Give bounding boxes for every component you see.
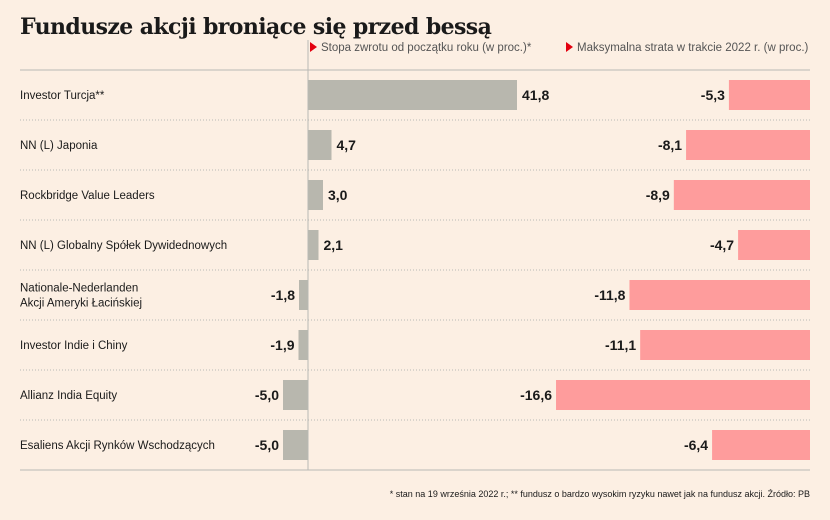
category-label: Esaliens Akcji Rynków Wschodzących [20,440,215,452]
return-bar [283,380,308,410]
return-value-label: -1,9 [270,337,294,353]
loss-value-label: -4,7 [710,237,734,253]
loss-bar [738,230,810,260]
triangle-marker-icon [310,42,317,52]
category-label: Investor Indie i Chiny [20,340,128,352]
loss-bar [673,180,810,210]
loss-value-label: -11,1 [605,337,636,353]
legend-loss-label: Maksymalna strata w trakcie 2022 r. (w p… [577,42,809,54]
category-label: Allianz India Equity [20,390,117,402]
return-bar [283,430,308,460]
return-value-label: -1,8 [271,287,295,303]
loss-bar [556,380,810,410]
loss-bar [712,430,810,460]
return-value-label: -5,0 [255,387,279,403]
footnote: * stan na 19 września 2022 r.; ** fundus… [389,489,810,499]
loss-value-label: -11,8 [594,287,625,303]
chart-title: Fundusze akcji broniące się przed bessą [20,14,492,40]
return-value-label: 4,7 [337,137,357,153]
legend-loss: Maksymalna strata w trakcie 2022 r. (w p… [566,42,808,54]
loss-bar [629,280,810,310]
loss-value-label: -8,9 [646,187,670,203]
return-value-label: 3,0 [328,187,348,203]
return-bar [298,330,308,360]
category-label: Akcji Ameryki Łacińskiej [20,298,142,310]
return-value-label: 2,1 [324,237,344,253]
loss-bar [686,130,810,160]
loss-bar [728,80,810,110]
return-bar [308,130,332,160]
category-label: Rockbridge Value Leaders [20,190,155,202]
triangle-marker-icon [566,42,573,52]
return-bar [308,180,323,210]
category-label: NN (L) Japonia [20,140,98,152]
legend-return-label: Stopa zwrotu od początku roku (w proc.)* [321,42,532,54]
legend-return: Stopa zwrotu od początku roku (w proc.)* [310,42,531,54]
loss-value-label: -6,4 [684,437,708,453]
return-bar [299,280,308,310]
loss-value-label: -5,3 [701,87,725,103]
category-label: Investor Turcja** [20,90,105,102]
loss-bar [640,330,810,360]
return-bar [308,80,517,110]
loss-value-label: -8,1 [658,137,682,153]
return-value-label: -5,0 [255,437,279,453]
category-label: Nationale-Nederlanden [20,283,138,295]
category-label: NN (L) Globalny Spółek Dywidednowych [20,240,227,252]
return-value-label: 41,8 [522,87,549,103]
return-bar [308,230,319,260]
loss-value-label: -16,6 [520,387,552,403]
